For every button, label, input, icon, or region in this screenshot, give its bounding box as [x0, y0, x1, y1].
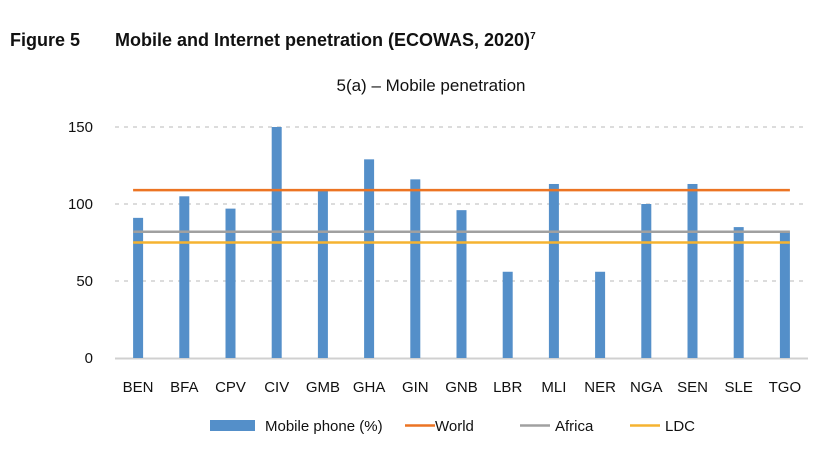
x-tick-label: SEN [677, 379, 708, 396]
x-tick-label: CPV [215, 379, 246, 396]
x-tick-label: MLI [541, 379, 566, 396]
y-tick-label: 50 [76, 273, 93, 290]
x-tick-label: TGO [769, 379, 802, 396]
figure-title: Mobile and Internet penetration (ECOWAS,… [115, 30, 536, 51]
legend-label: Mobile phone (%) [265, 418, 383, 435]
bar-nga [641, 204, 652, 358]
y-tick-label: 0 [85, 350, 93, 367]
bar-gmb [317, 190, 328, 358]
bar-tgo [779, 231, 790, 358]
chart-title: 5(a) – Mobile penetration [336, 76, 526, 95]
x-tick-label: CIV [264, 379, 289, 396]
x-tick-label: GNB [445, 379, 478, 396]
figure-label: Figure 5 [10, 30, 81, 50]
x-tick-label: BEN [123, 379, 154, 396]
x-tick-label: GIN [402, 379, 429, 396]
bar-bfa [179, 196, 190, 358]
legend-label: LDC [665, 418, 695, 435]
bar-gnb [456, 210, 467, 358]
bar-sle [733, 227, 744, 358]
footnote-marker: 7 [530, 31, 536, 42]
bar-mli [548, 183, 559, 358]
legend-label: World [435, 418, 474, 435]
bar-gha [364, 159, 375, 358]
bar-ben [133, 217, 144, 358]
y-tick-label: 100 [68, 196, 93, 213]
figure-title-text: Mobile and Internet penetration (ECOWAS,… [115, 30, 531, 50]
x-tick-label: GMB [306, 379, 340, 396]
legend-label: Africa [555, 418, 594, 435]
y-tick-label: 150 [68, 119, 93, 136]
bar-lbr [502, 271, 513, 358]
x-tick-label: NER [584, 379, 616, 396]
bar-gin [410, 179, 421, 358]
x-tick-label: NGA [630, 379, 663, 396]
bar-ner [595, 271, 606, 358]
x-tick-label: BFA [170, 379, 198, 396]
x-tick-label: LBR [493, 379, 522, 396]
x-tick-label: SLE [725, 379, 753, 396]
legend-swatch-bar [210, 420, 255, 431]
x-tick-label: GHA [353, 379, 386, 396]
bar-cpv [225, 208, 236, 358]
bar-sen [687, 183, 698, 358]
